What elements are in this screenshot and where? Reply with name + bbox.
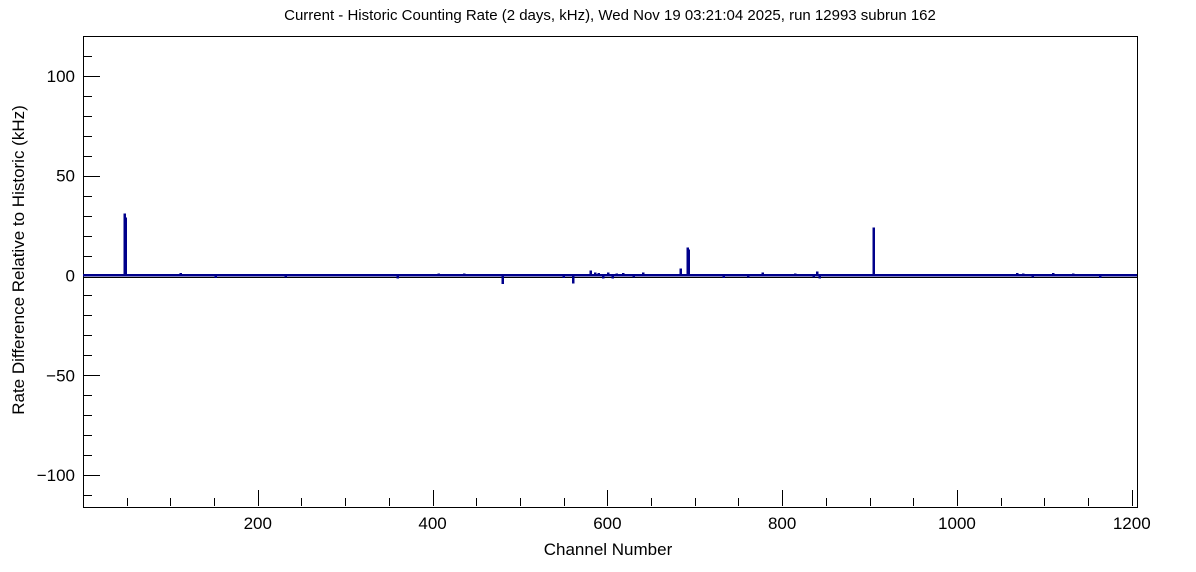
y-tick-label: 100	[47, 67, 75, 86]
y-tick-label: −100	[37, 466, 75, 485]
chart-title: Current - Historic Counting Rate (2 days…	[284, 7, 936, 24]
data-series	[83, 213, 1137, 284]
x-tick-label: 600	[593, 514, 621, 533]
x-axis-title: Channel Number	[543, 540, 673, 559]
x-tick-label: 800	[768, 514, 796, 533]
y-tick-label: 50	[56, 167, 75, 186]
x-tick-label: 200	[244, 514, 272, 533]
y-tick-label: 0	[66, 266, 75, 285]
frame	[83, 36, 1138, 508]
plot-frame	[83, 36, 1138, 508]
y-tick-label: −50	[46, 366, 75, 385]
axis-ticks	[84, 36, 1133, 506]
x-tick-label: 1200	[1113, 514, 1151, 533]
x-tick-label: 1000	[938, 514, 976, 533]
axis-tick-labels: 200 400 600 800 1000 1200 −100 −50 0 50 100	[37, 67, 1151, 533]
x-tick-label: 400	[418, 514, 446, 533]
y-axis-title: Rate Difference Relative to Historic (kH…	[9, 105, 28, 415]
